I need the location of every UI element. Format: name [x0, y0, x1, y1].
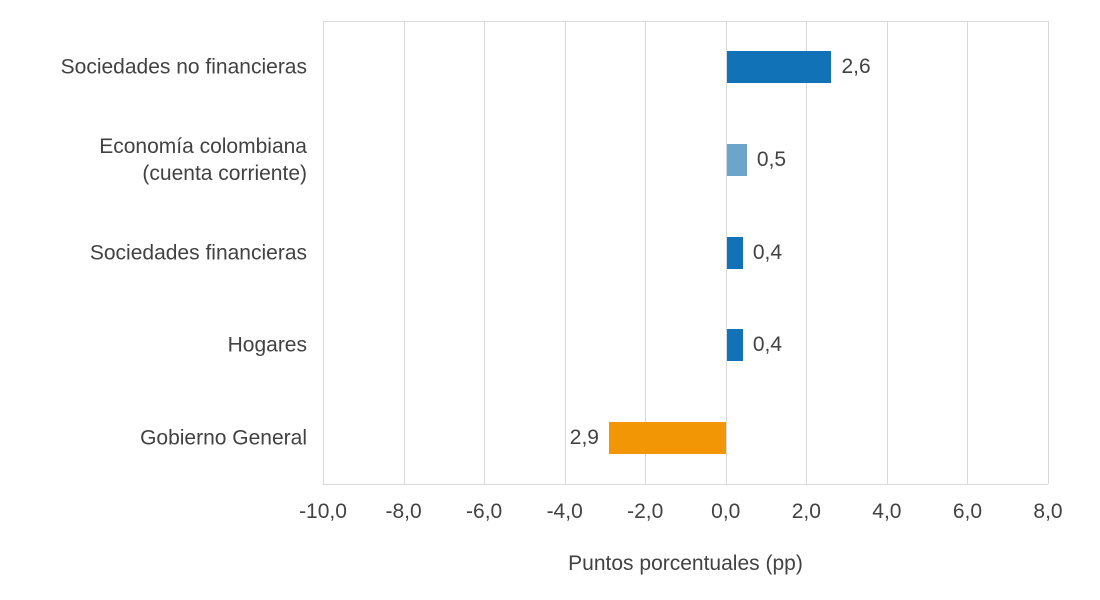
category-label: Economía colombiana (cuenta corriente): [99, 134, 307, 185]
category-label: Sociedades no financieras: [60, 55, 307, 79]
bar-value-label: 0,5: [756, 147, 787, 171]
bar-value-label: 2,9: [569, 425, 599, 449]
category-label: Gobierno General: [140, 426, 307, 450]
bar-value-label: 0,4: [752, 333, 783, 357]
x-tick-label: 6,0: [952, 500, 983, 523]
bar: [608, 421, 726, 454]
x-tick-label: 2,0: [791, 500, 821, 523]
gridline: [564, 21, 566, 484]
x-tick-label: -2,0: [627, 500, 664, 523]
x-tick-label: 4,0: [872, 500, 902, 523]
bar-value-label: 2,6: [841, 55, 871, 79]
x-axis-line: [323, 484, 1048, 485]
gridline: [403, 21, 405, 484]
bar-value-label: 0,4: [752, 240, 783, 264]
x-tick-label: -8,0: [385, 500, 422, 523]
gridline: [725, 21, 727, 484]
x-tick-label: 8,0: [1033, 500, 1063, 523]
x-tick-label: -4,0: [546, 500, 583, 523]
gridline: [886, 21, 888, 484]
gridline: [967, 21, 969, 484]
x-tick-label: 0,0: [711, 500, 741, 523]
bar: [726, 51, 832, 84]
x-tick-label: -10,0: [299, 500, 347, 523]
x-tick-label: -6,0: [466, 500, 503, 523]
plot-border-top: [323, 21, 1048, 22]
x-axis-title: Puntos porcentuales (pp): [568, 552, 803, 575]
bar: [726, 143, 747, 176]
gridline: [484, 21, 486, 484]
gridline: [323, 21, 324, 484]
category-label: Hogares: [227, 333, 307, 357]
gridline: [806, 21, 808, 484]
gridline: [645, 21, 647, 484]
bar: [726, 236, 743, 269]
category-label: Sociedades financieras: [89, 241, 307, 264]
bar: [726, 329, 743, 362]
gridline: [1048, 21, 1049, 484]
